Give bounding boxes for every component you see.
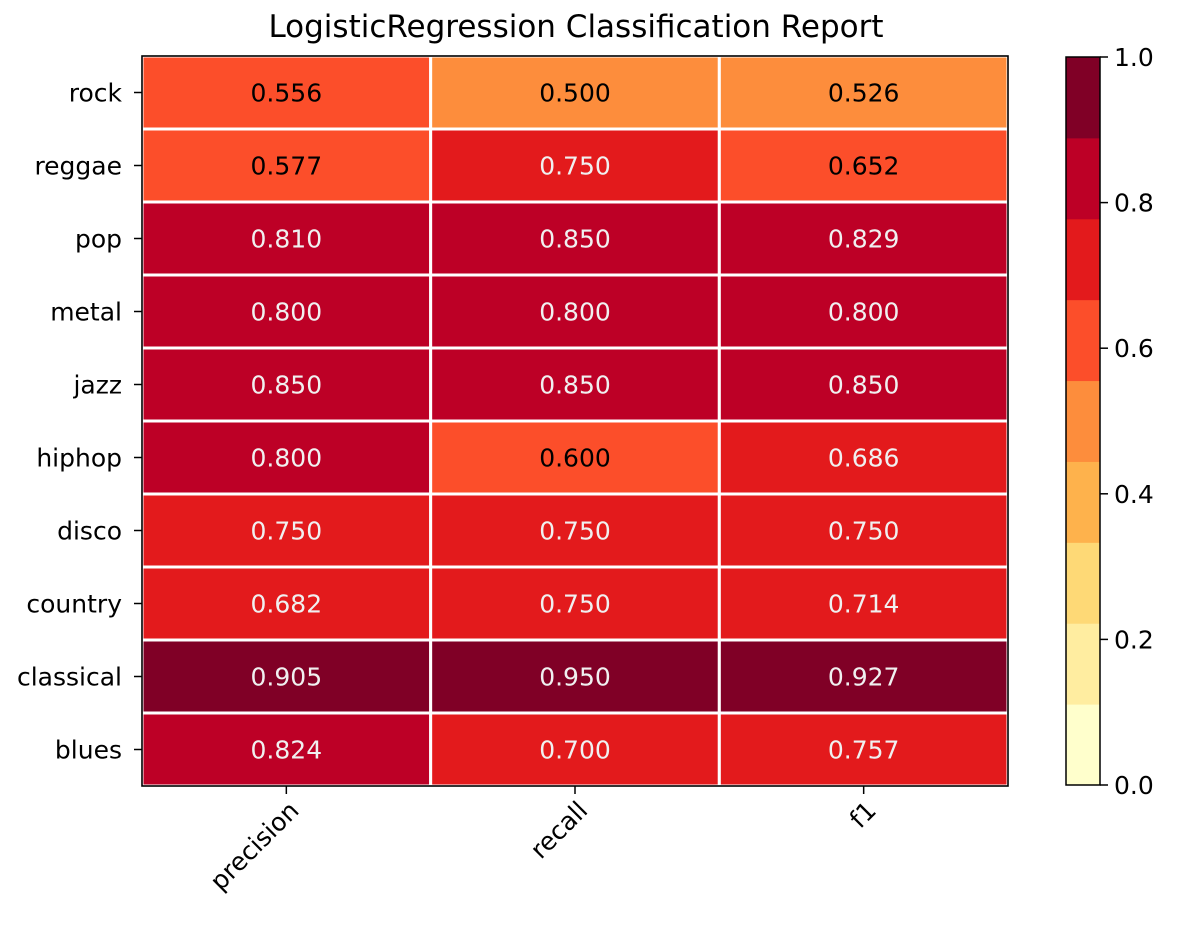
- cell-value-label: 0.800: [251, 444, 323, 473]
- heatmap-cell: [140, 273, 433, 350]
- y-tick-label: disco: [57, 517, 122, 546]
- y-tick-label: hiphop: [36, 444, 122, 473]
- y-tick-label: blues: [55, 736, 122, 765]
- heatmap-cell: [717, 127, 1010, 204]
- chart-title: LogisticRegression Classification Report: [268, 9, 883, 45]
- heatmap-cell: [429, 200, 721, 277]
- cell-value-label: 0.950: [539, 663, 611, 692]
- cell-value-label: 0.850: [828, 371, 900, 400]
- cell-value-label: 0.556: [251, 79, 323, 108]
- cell-value-label: 0.824: [251, 736, 323, 765]
- heatmap-cell: [717, 273, 1010, 350]
- cell-value-label: 0.850: [539, 371, 611, 400]
- cell-value-label: 0.686: [828, 444, 900, 473]
- heatmap-cell: [429, 711, 721, 788]
- heatmap-cell: [429, 492, 721, 569]
- cell-value-label: 0.800: [828, 298, 900, 327]
- y-tick-label: reggae: [34, 152, 122, 181]
- cell-value-label: 0.850: [539, 225, 611, 254]
- cell-value-label: 0.526: [828, 79, 900, 108]
- cell-value-label: 0.700: [539, 736, 611, 765]
- cell-value-label: 0.927: [828, 663, 900, 692]
- y-tick-label: rock: [69, 79, 123, 108]
- colorbar-bin: [1066, 623, 1100, 705]
- colorbar-tick-label: 1.0: [1114, 43, 1154, 72]
- x-tick-label: precision: [204, 796, 304, 896]
- cell-value-label: 0.652: [828, 152, 900, 181]
- colorbar: 0.0 0.2 0.4 0.6 0.8 1.0: [1065, 43, 1154, 800]
- x-tick-label: recall: [525, 796, 594, 865]
- colorbar-bin: [1066, 542, 1100, 624]
- colorbar-tick-label: 0.8: [1114, 189, 1154, 218]
- y-tick-label: jazz: [72, 371, 122, 400]
- x-axis: precision recall f1: [204, 786, 882, 896]
- heatmap-cell: [429, 419, 721, 496]
- heatmap-cell: [140, 565, 433, 642]
- heatmap-cell: [429, 565, 721, 642]
- y-tick-label: classical: [17, 663, 122, 692]
- colorbar-bin: [1066, 380, 1100, 462]
- colorbar-bin: [1066, 704, 1100, 786]
- colorbar-bin: [1066, 218, 1100, 301]
- colorbar-bin: [1066, 137, 1100, 220]
- cell-value-label: 0.757: [828, 736, 900, 765]
- cell-value-label: 0.750: [539, 152, 611, 181]
- colorbar-tick-label: 0.2: [1114, 625, 1154, 654]
- cell-value-label: 0.800: [539, 298, 611, 327]
- cell-value-label: 0.600: [539, 444, 611, 473]
- cell-value-label: 0.800: [251, 298, 323, 327]
- cell-value-label: 0.714: [828, 590, 900, 619]
- colorbar-bin: [1066, 461, 1100, 543]
- heatmap-cell: [429, 346, 721, 423]
- cell-value-label: 0.850: [251, 371, 323, 400]
- x-tick-label: f1: [844, 796, 882, 834]
- heatmap-cell: [717, 638, 1010, 715]
- heatmap-cell: [140, 711, 433, 788]
- cell-value-label: 0.829: [828, 225, 900, 254]
- y-tick-label: country: [26, 590, 122, 619]
- heatmap-cell: [717, 419, 1010, 496]
- cell-value-label: 0.577: [251, 152, 323, 181]
- cell-value-label: 0.750: [539, 517, 611, 546]
- cell-value-label: 0.750: [251, 517, 323, 546]
- colorbar-bin: [1066, 57, 1100, 139]
- cell-value-label: 0.750: [828, 517, 900, 546]
- cell-value-label: 0.500: [539, 79, 611, 108]
- cell-value-label: 0.750: [539, 590, 611, 619]
- heatmap-cell: [140, 492, 433, 569]
- heatmap-cell: [429, 54, 721, 131]
- heatmap-cell: [717, 492, 1010, 569]
- colorbar-tick-label: 0.0: [1114, 771, 1154, 800]
- colorbar-tick-label: 0.6: [1114, 334, 1154, 363]
- cell-value-label: 0.682: [251, 590, 323, 619]
- y-axis: rock reggae pop metal jazz hiphop disco country…: [17, 79, 142, 765]
- y-tick-label: metal: [50, 298, 122, 327]
- cell-value-label: 0.810: [251, 225, 323, 254]
- cell-value-label: 0.905: [251, 663, 323, 692]
- colorbar-bin: [1066, 299, 1100, 382]
- colorbar-frame: [1065, 56, 1101, 786]
- heatmap-cells: 0.556 0.500 0.526 0.577 0.750 0.652 0.810 0.850…: [140, 54, 1010, 788]
- y-tick-label: pop: [75, 225, 122, 254]
- colorbar-tick-label: 0.4: [1114, 480, 1154, 509]
